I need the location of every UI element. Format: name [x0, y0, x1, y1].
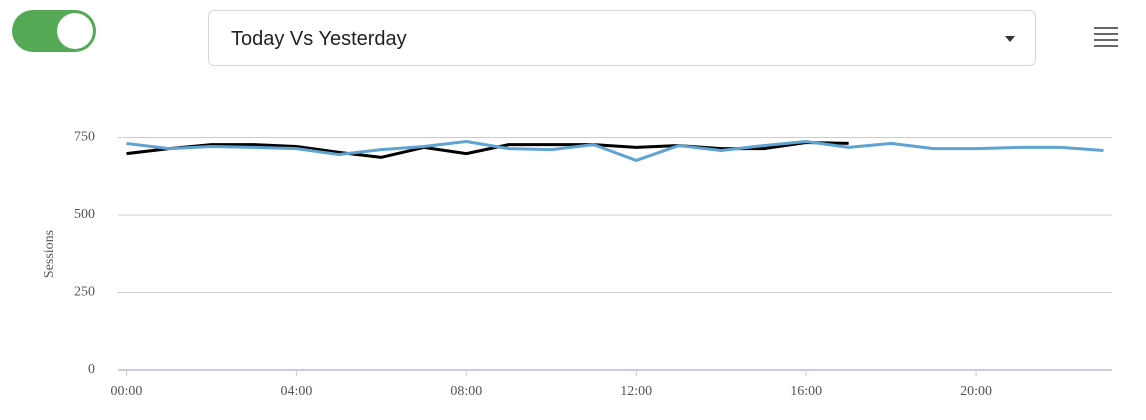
x-tick-label: 16:00 [790, 384, 822, 399]
y-axis-label: Sessions [42, 230, 57, 278]
y-tick-label: 0 [88, 362, 95, 377]
dropdown-label: Today Vs Yesterday [231, 28, 407, 50]
series-line [126, 140, 1104, 162]
toggle-knob [57, 13, 93, 49]
x-tick-label: 08:00 [450, 384, 482, 399]
dropdown[interactable]: Today Vs Yesterday [208, 10, 1036, 66]
dropdown-caret [1005, 36, 1015, 42]
x-tick-label: 20:00 [960, 384, 992, 399]
y-tick-label: 750 [74, 130, 95, 145]
x-tick-label: 04:00 [280, 384, 312, 399]
toggle-switch[interactable] [12, 10, 96, 52]
x-tick-label: 00:00 [111, 384, 143, 399]
y-tick-label: 500 [74, 207, 95, 222]
menu-icon[interactable] [1094, 27, 1118, 51]
x-tick-label: 12:00 [620, 384, 652, 399]
y-tick-label: 250 [74, 285, 95, 300]
